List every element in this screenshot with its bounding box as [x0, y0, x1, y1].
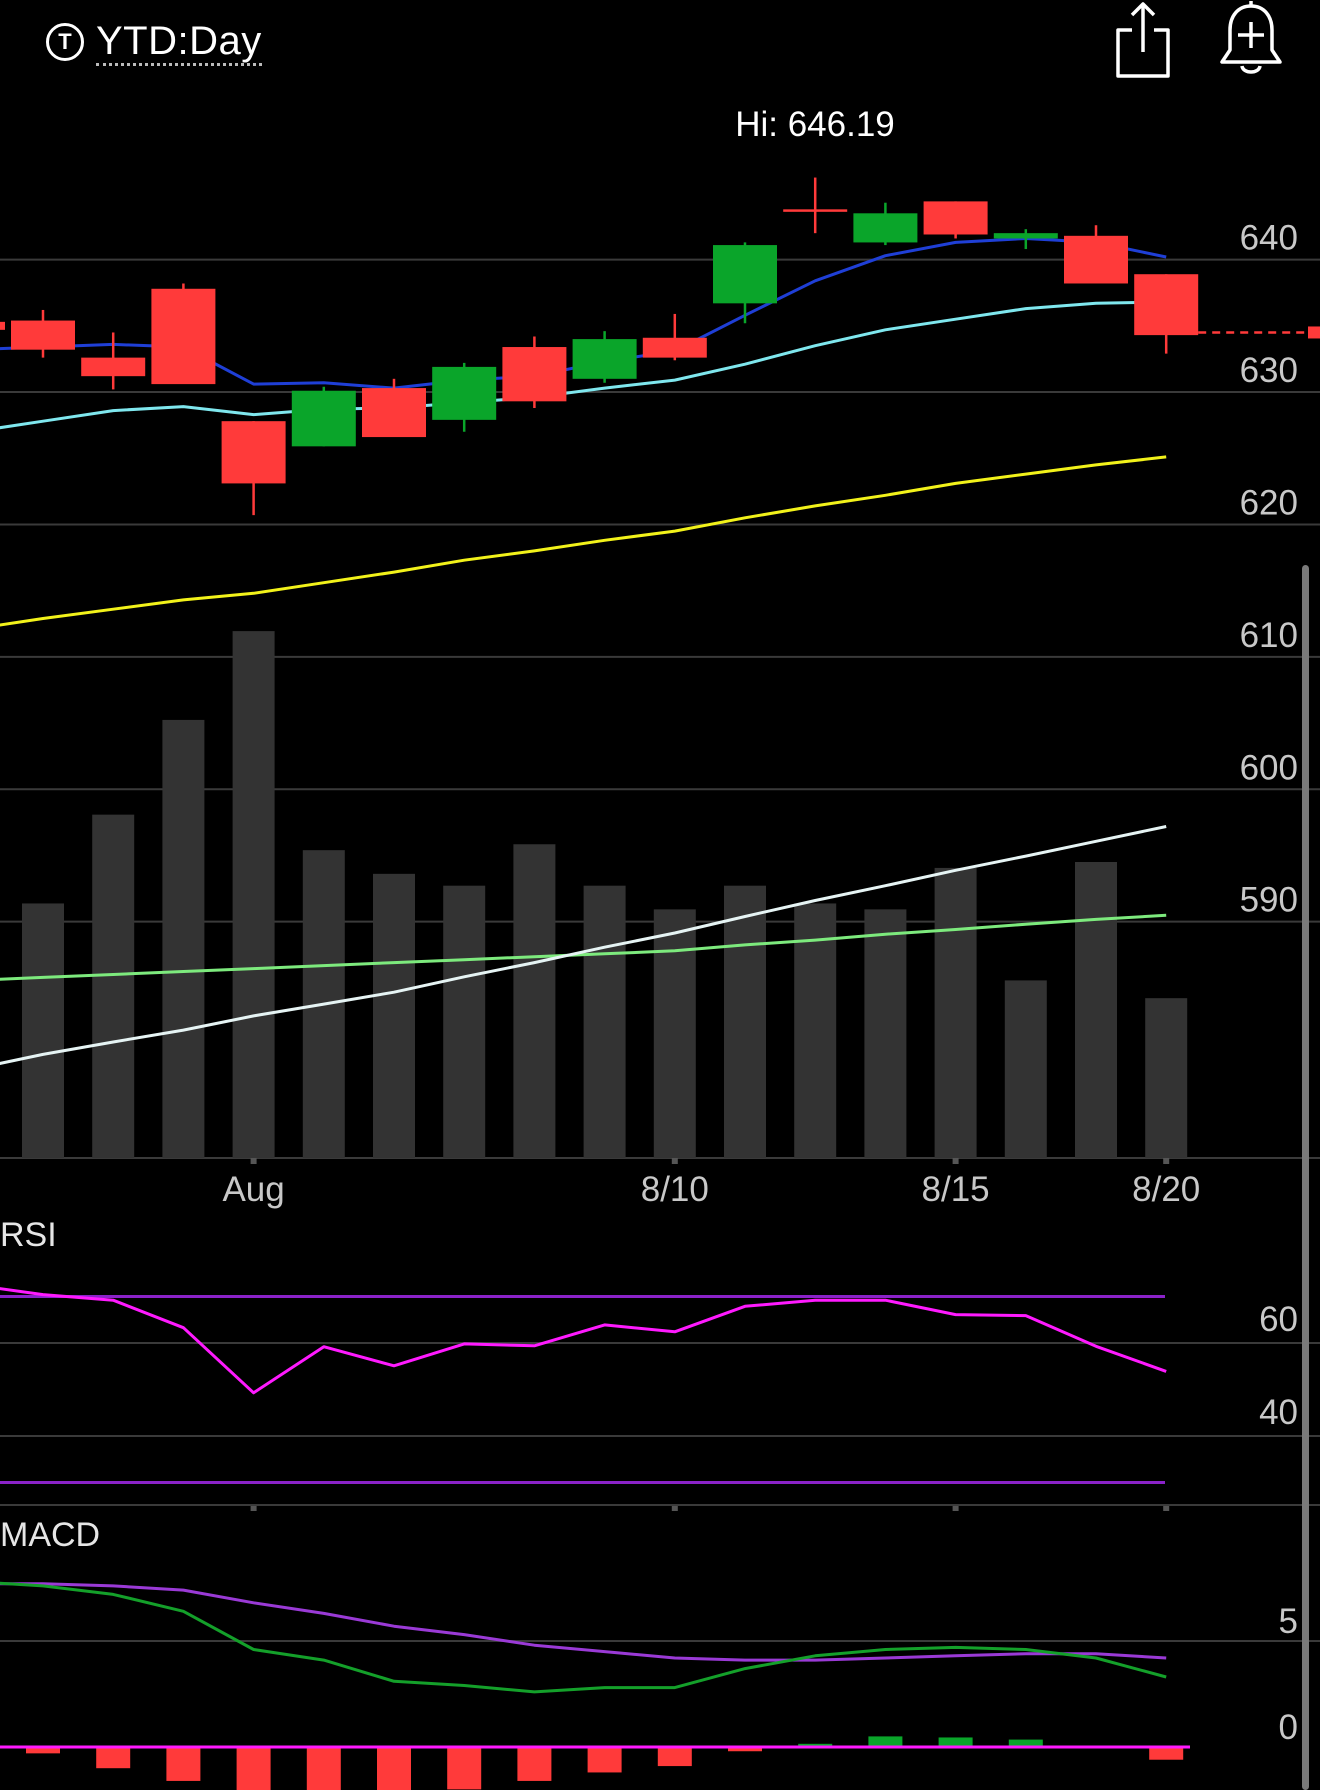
- price-tick-label: 610: [1240, 616, 1298, 655]
- rsi-label: RSI: [0, 1216, 57, 1254]
- candle-body: [923, 201, 988, 235]
- macd-histogram-bar: [26, 1747, 60, 1754]
- candle-body: [291, 390, 356, 447]
- high-price-label: Hi: 646.19: [735, 105, 895, 144]
- volume-bar: [513, 844, 556, 1158]
- price-tick-label: 600: [1240, 748, 1298, 787]
- last-price-marker: [1308, 326, 1320, 339]
- macd-histogram-bar: [236, 1747, 271, 1790]
- macd-histogram-bar: [657, 1747, 692, 1767]
- candle-body: [713, 245, 777, 304]
- macd-histogram-bar: [728, 1747, 762, 1752]
- rsi-line: [0, 1287, 1167, 1395]
- macd-histogram-bar: [517, 1747, 552, 1781]
- candle-body: [642, 337, 707, 358]
- macd-line: [0, 1581, 1167, 1694]
- volume-bar: [794, 903, 837, 1158]
- price-axis-labels: 640 630 620 610 600 590: [1240, 219, 1298, 920]
- candle-body: [1134, 274, 1199, 336]
- candle-body: [81, 357, 146, 377]
- scrollbar[interactable]: [1302, 565, 1309, 1790]
- macd-histogram-bar: [447, 1747, 482, 1790]
- chart-header: T YTD:Day: [0, 0, 1320, 90]
- ma-yellow-line: [0, 455, 1167, 627]
- date-tick-label: 8/15: [922, 1170, 990, 1209]
- candle-body: [993, 233, 1058, 239]
- macd-histogram-bar: [938, 1737, 973, 1747]
- macd-histogram-bar: [587, 1747, 622, 1773]
- volume-ma-white-line: [0, 825, 1167, 1065]
- macd-label: MACD: [0, 1516, 100, 1554]
- macd-tick-label: 0: [1279, 1708, 1298, 1747]
- macd-signal-line: [0, 1582, 1167, 1662]
- volume-bar: [162, 719, 205, 1158]
- volume-bar: [443, 885, 486, 1158]
- rsi-tick-label: 60: [1259, 1300, 1298, 1339]
- volume-bar: [232, 631, 275, 1158]
- date-axis: Aug 8/10 8/15 8/20: [222, 1158, 1200, 1511]
- candle-body: [151, 288, 216, 385]
- date-tick-mark: [250, 1158, 257, 1164]
- date-tick-label: 8/20: [1132, 1170, 1200, 1209]
- volume-bar: [373, 873, 415, 1158]
- rsi-tick-label: 40: [1259, 1393, 1298, 1432]
- candle-body: [362, 388, 426, 438]
- prior-candle-edge: [0, 321, 5, 330]
- volume-bar: [864, 909, 907, 1158]
- candle-body: [221, 421, 286, 484]
- volume-bars: [22, 631, 1188, 1158]
- macd-histogram-bar: [798, 1743, 833, 1747]
- macd-panel: MACD 5 0: [0, 1516, 1320, 1790]
- volume-bar: [22, 903, 64, 1158]
- share-icon: [1116, 2, 1170, 78]
- bell-plus-icon: [1220, 1, 1282, 74]
- date-tick-mark: [1163, 1505, 1170, 1511]
- volume-bar: [1004, 980, 1047, 1158]
- date-tick-label: 8/10: [641, 1170, 709, 1209]
- macd-histogram-bar: [1149, 1747, 1184, 1760]
- date-tick-mark: [671, 1505, 678, 1511]
- rsi-panel: RSI 60 40: [0, 1216, 1320, 1506]
- macd-histogram-bar: [96, 1747, 131, 1769]
- candle-body: [853, 213, 918, 243]
- price-tick-label: 620: [1240, 483, 1298, 522]
- price-alert-button[interactable]: [1216, 0, 1286, 86]
- date-tick-mark: [250, 1505, 257, 1511]
- candle-body: [783, 209, 848, 212]
- date-tick-label: Aug: [222, 1170, 284, 1209]
- volume-bar: [583, 885, 626, 1158]
- volume-bar: [934, 867, 977, 1158]
- price-tick-label: 640: [1240, 219, 1298, 258]
- macd-histogram-bar: [166, 1747, 201, 1781]
- volume-moving-averages: [0, 825, 1167, 1065]
- ma-cyan-line: [0, 300, 1167, 430]
- candle-body: [11, 320, 75, 350]
- date-tick-mark: [952, 1505, 959, 1511]
- volume-bar: [1145, 998, 1188, 1158]
- macd-histogram-bar: [306, 1747, 341, 1790]
- macd-histogram-bar: [1008, 1739, 1043, 1747]
- date-tick-mark: [952, 1158, 959, 1164]
- candlesticks: [0, 177, 1320, 516]
- macd-tick-label: 5: [1279, 1602, 1298, 1641]
- chart-title: YTD:Day: [96, 19, 262, 66]
- macd-histogram-bar: [868, 1736, 903, 1747]
- date-tick-mark: [671, 1158, 678, 1164]
- volume-bar: [653, 909, 696, 1158]
- share-button[interactable]: [1108, 0, 1178, 86]
- date-tick-mark: [1163, 1158, 1170, 1164]
- price-tick-label: 590: [1240, 881, 1298, 920]
- volume-bar: [92, 814, 135, 1158]
- candle-body: [572, 339, 637, 379]
- volume-bar: [1075, 862, 1117, 1158]
- price-tick-label: 630: [1240, 351, 1298, 390]
- candle-body: [502, 347, 567, 402]
- candle-body: [1064, 235, 1128, 284]
- volume-bar: [724, 885, 766, 1158]
- macd-histogram-bar: [377, 1747, 411, 1790]
- ticker-badge-icon: T: [46, 23, 84, 61]
- period-selector[interactable]: T YTD:Day: [46, 16, 262, 68]
- candle-body: [432, 366, 497, 420]
